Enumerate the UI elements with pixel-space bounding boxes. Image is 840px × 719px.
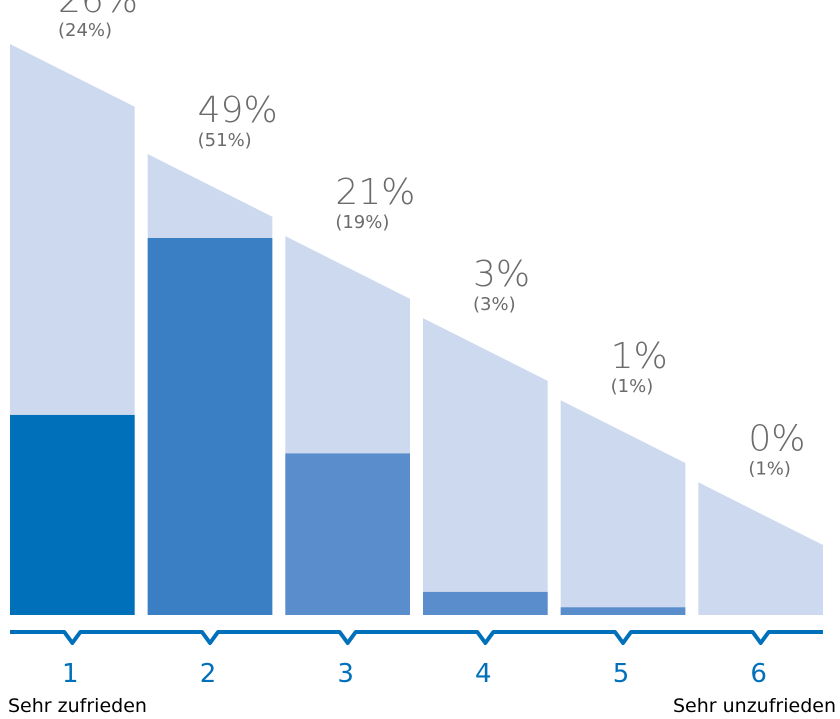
scale-left-label: Sehr zufrieden [8,695,147,717]
previous-value-label-4: (3%) [473,294,516,315]
previous-value-label-3: (19%) [335,212,389,233]
category-label-6: 6 [750,659,767,689]
value-label-6: 0% [748,418,805,459]
previous-value-label-2: (51%) [198,130,252,151]
previous-value-label-1: (24%) [58,20,112,41]
bar-5 [560,607,686,615]
category-labels: 1 2 3 4 5 6 [62,659,767,689]
value-label-2: 49% [198,90,278,131]
category-label-1: 1 [62,659,79,689]
value-label-1: 26% [58,0,138,21]
bar-2 [147,238,273,615]
bar-3 [285,453,410,615]
scale-right-label: Sehr unzufrieden [673,695,836,717]
bar-4 [423,591,548,615]
background-column-5 [560,400,686,615]
value-label-5: 1% [611,336,668,377]
background-column-6 [698,482,823,615]
value-labels: 26%(24%)49%(51%)21%(19%)3%(3%)1%(1%)0%(1… [58,0,805,479]
value-label-3: 21% [335,172,415,213]
bar-1 [10,414,135,615]
category-label-4: 4 [475,659,492,689]
category-label-3: 3 [337,659,354,689]
bars [10,238,686,615]
scale-axis [10,630,823,645]
category-label-5: 5 [613,659,630,689]
previous-value-label-5: (1%) [611,376,654,397]
previous-value-label-6: (1%) [748,458,791,479]
value-label-4: 3% [473,254,530,295]
category-label-2: 2 [200,659,217,689]
background-column-4 [423,318,548,615]
